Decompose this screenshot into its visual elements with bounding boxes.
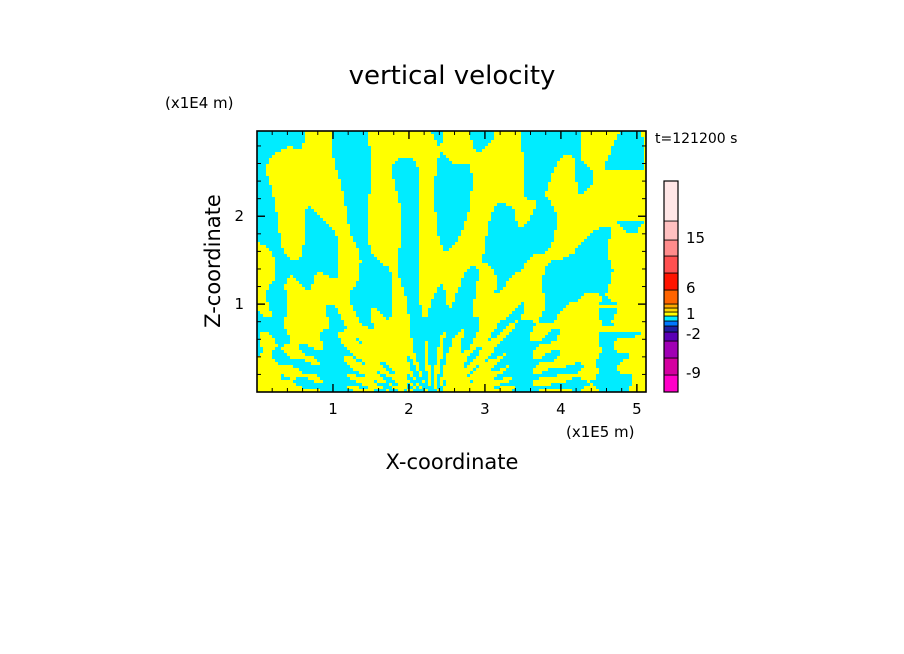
x-axis-ticks: 1 2 3 4 5	[328, 131, 642, 418]
colorbar-band	[663, 374, 679, 393]
colorbar-label: -2	[686, 325, 701, 343]
colorbar-band	[663, 325, 679, 333]
y-axis-label: Z-coordinate	[201, 194, 225, 328]
colorbar-band	[663, 340, 679, 359]
colorbar-band	[663, 272, 679, 291]
y-tick-label: 1	[234, 295, 244, 313]
plot-area	[256, 130, 647, 393]
colorbar-band	[663, 331, 679, 342]
x-unit-label: (x1E5 m)	[566, 423, 635, 441]
y-tick-label: 2	[234, 207, 244, 225]
colorbar-band	[663, 311, 679, 317]
y-axis-ticks: 12	[234, 207, 646, 313]
colorbar-band	[663, 303, 679, 309]
colorbar	[663, 180, 679, 393]
x-tick-label: 2	[404, 400, 414, 418]
colorbar-band	[663, 220, 679, 241]
colorbar-label: 15	[686, 229, 705, 247]
colorbar-band	[663, 180, 679, 222]
colorbar-labels: 15 6 1 -2 -9	[686, 229, 705, 382]
x-tick-label: 5	[632, 400, 642, 418]
colorbar-label: 6	[686, 279, 696, 297]
chart-title: vertical velocity	[349, 61, 556, 91]
colorbar-label: -9	[686, 364, 701, 382]
colorbar-band	[663, 307, 679, 313]
colorbar-band	[663, 289, 679, 305]
x-tick-label: 1	[328, 400, 338, 418]
minor-ticks	[257, 131, 646, 392]
x-tick-label: 4	[556, 400, 566, 418]
x-axis-label: X-coordinate	[386, 450, 519, 474]
colorbar-band	[663, 357, 679, 376]
time-label: t=121200 s	[655, 131, 737, 147]
colorbar-band	[663, 255, 679, 274]
x-tick-label: 3	[480, 400, 490, 418]
colorbar-label: 1	[686, 305, 696, 323]
colorbar-frame	[663, 180, 679, 393]
plot-frame	[256, 130, 647, 393]
velocity-field	[257, 131, 644, 392]
colorbar-band	[663, 315, 679, 322]
y-unit-label: (x1E4 m)	[165, 94, 234, 112]
colorbar-band	[663, 320, 679, 327]
colorbar-band	[663, 239, 679, 257]
